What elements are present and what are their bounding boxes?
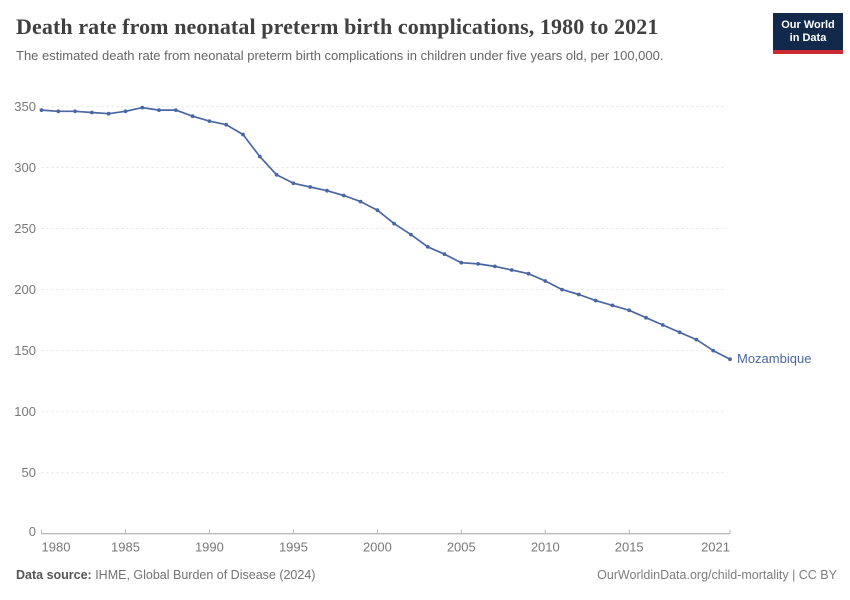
data-point-marker[interactable] [560, 287, 564, 292]
data-point-marker[interactable] [409, 232, 413, 237]
data-point-marker[interactable] [627, 308, 632, 313]
data-point-marker[interactable] [207, 119, 212, 123]
data-point-marker[interactable] [543, 279, 548, 283]
x-tick-label: 1985 [111, 540, 140, 555]
y-tick-label: 0 [29, 524, 36, 539]
chart-header: Death rate from neonatal preterm birth c… [16, 14, 760, 66]
x-tick-label: 2010 [531, 540, 560, 555]
y-tick-label: 150 [14, 343, 36, 358]
data-point-marker[interactable] [375, 208, 380, 213]
chart-title: Death rate from neonatal preterm birth c… [16, 14, 659, 39]
data-source-value: IHME, Global Burden of Disease (2024) [91, 568, 316, 582]
data-point-marker[interactable] [660, 323, 665, 327]
data-point-marker[interactable] [526, 271, 531, 276]
data-point-marker[interactable] [392, 221, 396, 226]
data-point-marker[interactable] [123, 109, 128, 114]
y-tick-label: 250 [14, 221, 36, 236]
owid-logo-line2: in Data [789, 32, 827, 45]
data-point-marker[interactable] [459, 260, 464, 265]
data-point-marker[interactable] [577, 292, 581, 297]
data-point-marker[interactable] [711, 348, 716, 353]
x-tick-label: 1995 [279, 540, 308, 555]
data-point-marker[interactable] [509, 268, 514, 272]
series-line[interactable] [41, 106, 731, 360]
x-tick-label: 2021 [701, 540, 730, 555]
owid-logo: Our World in Data [773, 13, 843, 55]
data-point-marker[interactable] [493, 264, 497, 269]
data-point-marker[interactable] [39, 108, 44, 112]
data-point-marker[interactable] [677, 330, 682, 335]
data-point-marker[interactable] [56, 109, 61, 114]
data-point-marker[interactable] [728, 357, 732, 362]
data-point-marker[interactable] [241, 132, 245, 137]
data-point-marker[interactable] [694, 337, 699, 342]
data-source-label: Data source: [16, 568, 92, 582]
data-point-marker[interactable] [593, 298, 598, 303]
y-tick-label: 100 [14, 404, 36, 419]
y-tick-label: 50 [22, 465, 36, 480]
credit-line: OurWorldinData.org/child-mortality | CC … [597, 568, 837, 582]
data-point-marker[interactable] [442, 252, 447, 257]
data-point-marker[interactable] [190, 114, 195, 119]
y-tick-label: 350 [14, 99, 36, 114]
x-tick-label: 1990 [195, 540, 224, 555]
chart-subtitle: The estimated death rate from neonatal p… [16, 48, 664, 64]
data-point-marker[interactable] [325, 188, 329, 193]
data-point-marker[interactable] [644, 315, 648, 320]
x-tick-label: 2005 [447, 540, 476, 555]
data-point-marker[interactable] [308, 185, 313, 189]
data-point-marker[interactable] [341, 193, 346, 198]
data-point-marker[interactable] [90, 110, 94, 115]
data-source: Data source: IHME, Global Burden of Dise… [16, 568, 315, 582]
data-point-marker[interactable] [274, 172, 279, 177]
data-point-marker[interactable] [173, 108, 178, 112]
owid-logo-line1: Our World [781, 19, 835, 31]
data-point-marker[interactable] [358, 199, 363, 204]
data-point-marker[interactable] [157, 108, 161, 112]
data-point-marker[interactable] [425, 244, 430, 249]
entity-label[interactable]: Mozambique [737, 351, 811, 366]
series-mozambique[interactable]: Mozambique [39, 105, 812, 367]
data-point-marker[interactable] [257, 154, 262, 159]
x-tick-label: 2015 [615, 540, 644, 555]
data-point-marker[interactable] [106, 111, 111, 116]
data-point-marker[interactable] [224, 122, 229, 127]
data-point-marker[interactable] [291, 181, 296, 186]
data-point-marker[interactable] [476, 262, 480, 266]
data-point-marker[interactable] [610, 303, 615, 308]
data-point-marker[interactable] [140, 105, 145, 110]
x-tick-label: 2000 [363, 540, 392, 555]
data-point-marker[interactable] [73, 109, 77, 114]
y-tick-label: 200 [14, 282, 36, 297]
x-tick-label: 1980 [42, 540, 71, 555]
y-tick-label: 300 [14, 160, 36, 175]
